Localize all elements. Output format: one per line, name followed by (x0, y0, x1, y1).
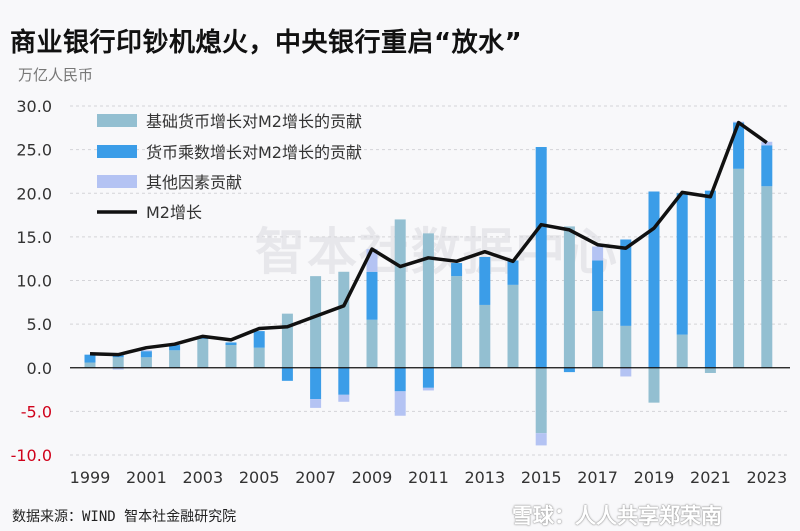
x-tick-label: 2023 (746, 468, 787, 487)
bar-2022-series-0 (733, 168, 745, 368)
legend-label-0: 基础货币增长对M2增长的贡献 (146, 112, 362, 131)
y-tick-label: -10.0 (11, 446, 52, 465)
page-title: 商业银行印钞机熄火，中央银行重启“放水” (10, 28, 523, 58)
bar-2019-series-1 (648, 191, 660, 368)
bar-2002-series-1 (169, 345, 181, 351)
bar-2003-series-1 (197, 338, 209, 339)
x-tick-label: 2021 (690, 468, 731, 487)
x-tick-label: 2009 (352, 468, 393, 487)
bar-2005-series-1 (253, 331, 265, 348)
bar-2018-series-1 (620, 239, 632, 326)
bar-2002-series-0 (169, 350, 181, 368)
bar-2019-series-0 (648, 367, 660, 403)
bar-2023-series-2 (761, 141, 773, 146)
bar-2010-series-1 (394, 367, 406, 392)
bar-2012-series-1 (451, 263, 463, 277)
bar-2009-series-0 (366, 319, 378, 368)
bar-2015-series-0 (535, 367, 547, 434)
bar-2009-series-1 (366, 271, 378, 320)
bar-2005-series-0 (253, 347, 265, 368)
bar-2014-series-0 (507, 284, 519, 368)
watermark-center: 智本社数据中心 (255, 223, 619, 281)
bar-2013-series-0 (479, 304, 491, 368)
bar-2015-series-2 (535, 433, 547, 446)
x-tick-label: 2017 (577, 468, 618, 487)
bar-2007-series-0 (310, 276, 322, 368)
x-tick-label: 2013 (464, 468, 505, 487)
bar-2007-series-2 (310, 399, 322, 408)
bar-2001-series-1 (140, 351, 152, 358)
bar-2013-series-1 (479, 256, 491, 305)
y-tick-label: 0.0 (27, 359, 52, 378)
bar-2003-series-0 (197, 338, 209, 368)
y-tick-label: 10.0 (16, 272, 52, 291)
bar-2020-series-0 (676, 334, 688, 368)
bar-2001-series-0 (140, 357, 152, 368)
source-note: 数据来源：WIND 智本社金融研究院 (12, 509, 237, 525)
y-tick-label: -5.0 (21, 402, 52, 421)
bar-2011-series-2 (422, 387, 434, 391)
bar-2007-series-1 (310, 367, 322, 400)
bar-2018-series-0 (620, 325, 632, 368)
y-tick-label: 15.0 (16, 228, 52, 247)
watermark-corner: 雪球：人人共享郑荣南 (512, 504, 722, 528)
x-tick-label: 2001 (126, 468, 167, 487)
bar-2004-series-0 (225, 345, 237, 368)
bar-2017-series-0 (592, 311, 604, 368)
legend-swatch-2 (97, 175, 137, 188)
unit-label: 万亿人民币 (18, 66, 94, 84)
bar-2000-series-0 (112, 357, 124, 368)
bar-2021-series-1 (704, 190, 716, 368)
y-tick-label: 25.0 (16, 141, 52, 160)
bar-2006-series-1 (281, 367, 293, 381)
bar-2020-series-1 (676, 193, 688, 335)
y-tick-label: 5.0 (27, 315, 52, 334)
y-tick-label: 30.0 (16, 97, 52, 116)
bar-2008-series-1 (338, 367, 350, 395)
bar-2018-series-2 (620, 367, 632, 377)
bar-2008-series-2 (338, 394, 350, 402)
x-tick-label: 2011 (408, 468, 449, 487)
bar-2012-series-0 (451, 276, 463, 368)
bar-2022-series-1 (733, 122, 745, 169)
x-tick-label: 2007 (295, 468, 336, 487)
bar-2004-series-1 (225, 342, 237, 346)
legend-swatch-1 (97, 145, 137, 158)
bar-2015-series-1 (535, 147, 547, 368)
x-tick-label: 2005 (239, 468, 280, 487)
bar-2008-series-0 (338, 271, 350, 368)
bar-2023-series-0 (761, 186, 773, 368)
bar-2014-series-1 (507, 260, 519, 285)
bar-2010-series-0 (394, 219, 406, 368)
bar-1999-series-0 (84, 362, 96, 368)
legend-label-1: 货币乘数增长对M2增长的贡献 (146, 143, 362, 162)
bar-2009-series-2 (366, 249, 378, 272)
bar-2006-series-0 (281, 313, 293, 368)
x-tick-label: 1999 (70, 468, 111, 487)
bar-2023-series-1 (761, 145, 773, 187)
legend-swatch-0 (97, 114, 137, 127)
bar-2000-series-2 (112, 367, 124, 370)
y-tick-label: 20.0 (16, 184, 52, 203)
bar-2011-series-1 (422, 367, 434, 388)
legend-label-3: M2增长 (146, 203, 202, 222)
bar-2010-series-2 (394, 391, 406, 416)
bar-2017-series-2 (592, 246, 604, 261)
bar-2011-series-0 (422, 233, 434, 368)
x-tick-label: 2015 (521, 468, 562, 487)
bar-2017-series-1 (592, 260, 604, 312)
bar-2016-series-0 (563, 226, 575, 368)
legend-label-2: 其他因素贡献 (146, 173, 242, 192)
x-tick-label: 2019 (634, 468, 675, 487)
bar-2016-series-1 (563, 367, 575, 373)
x-tick-label: 2003 (182, 468, 223, 487)
bar-1999-series-1 (84, 354, 96, 363)
bar-2021-series-0 (704, 367, 716, 373)
bar-2001-series-2 (140, 350, 152, 352)
